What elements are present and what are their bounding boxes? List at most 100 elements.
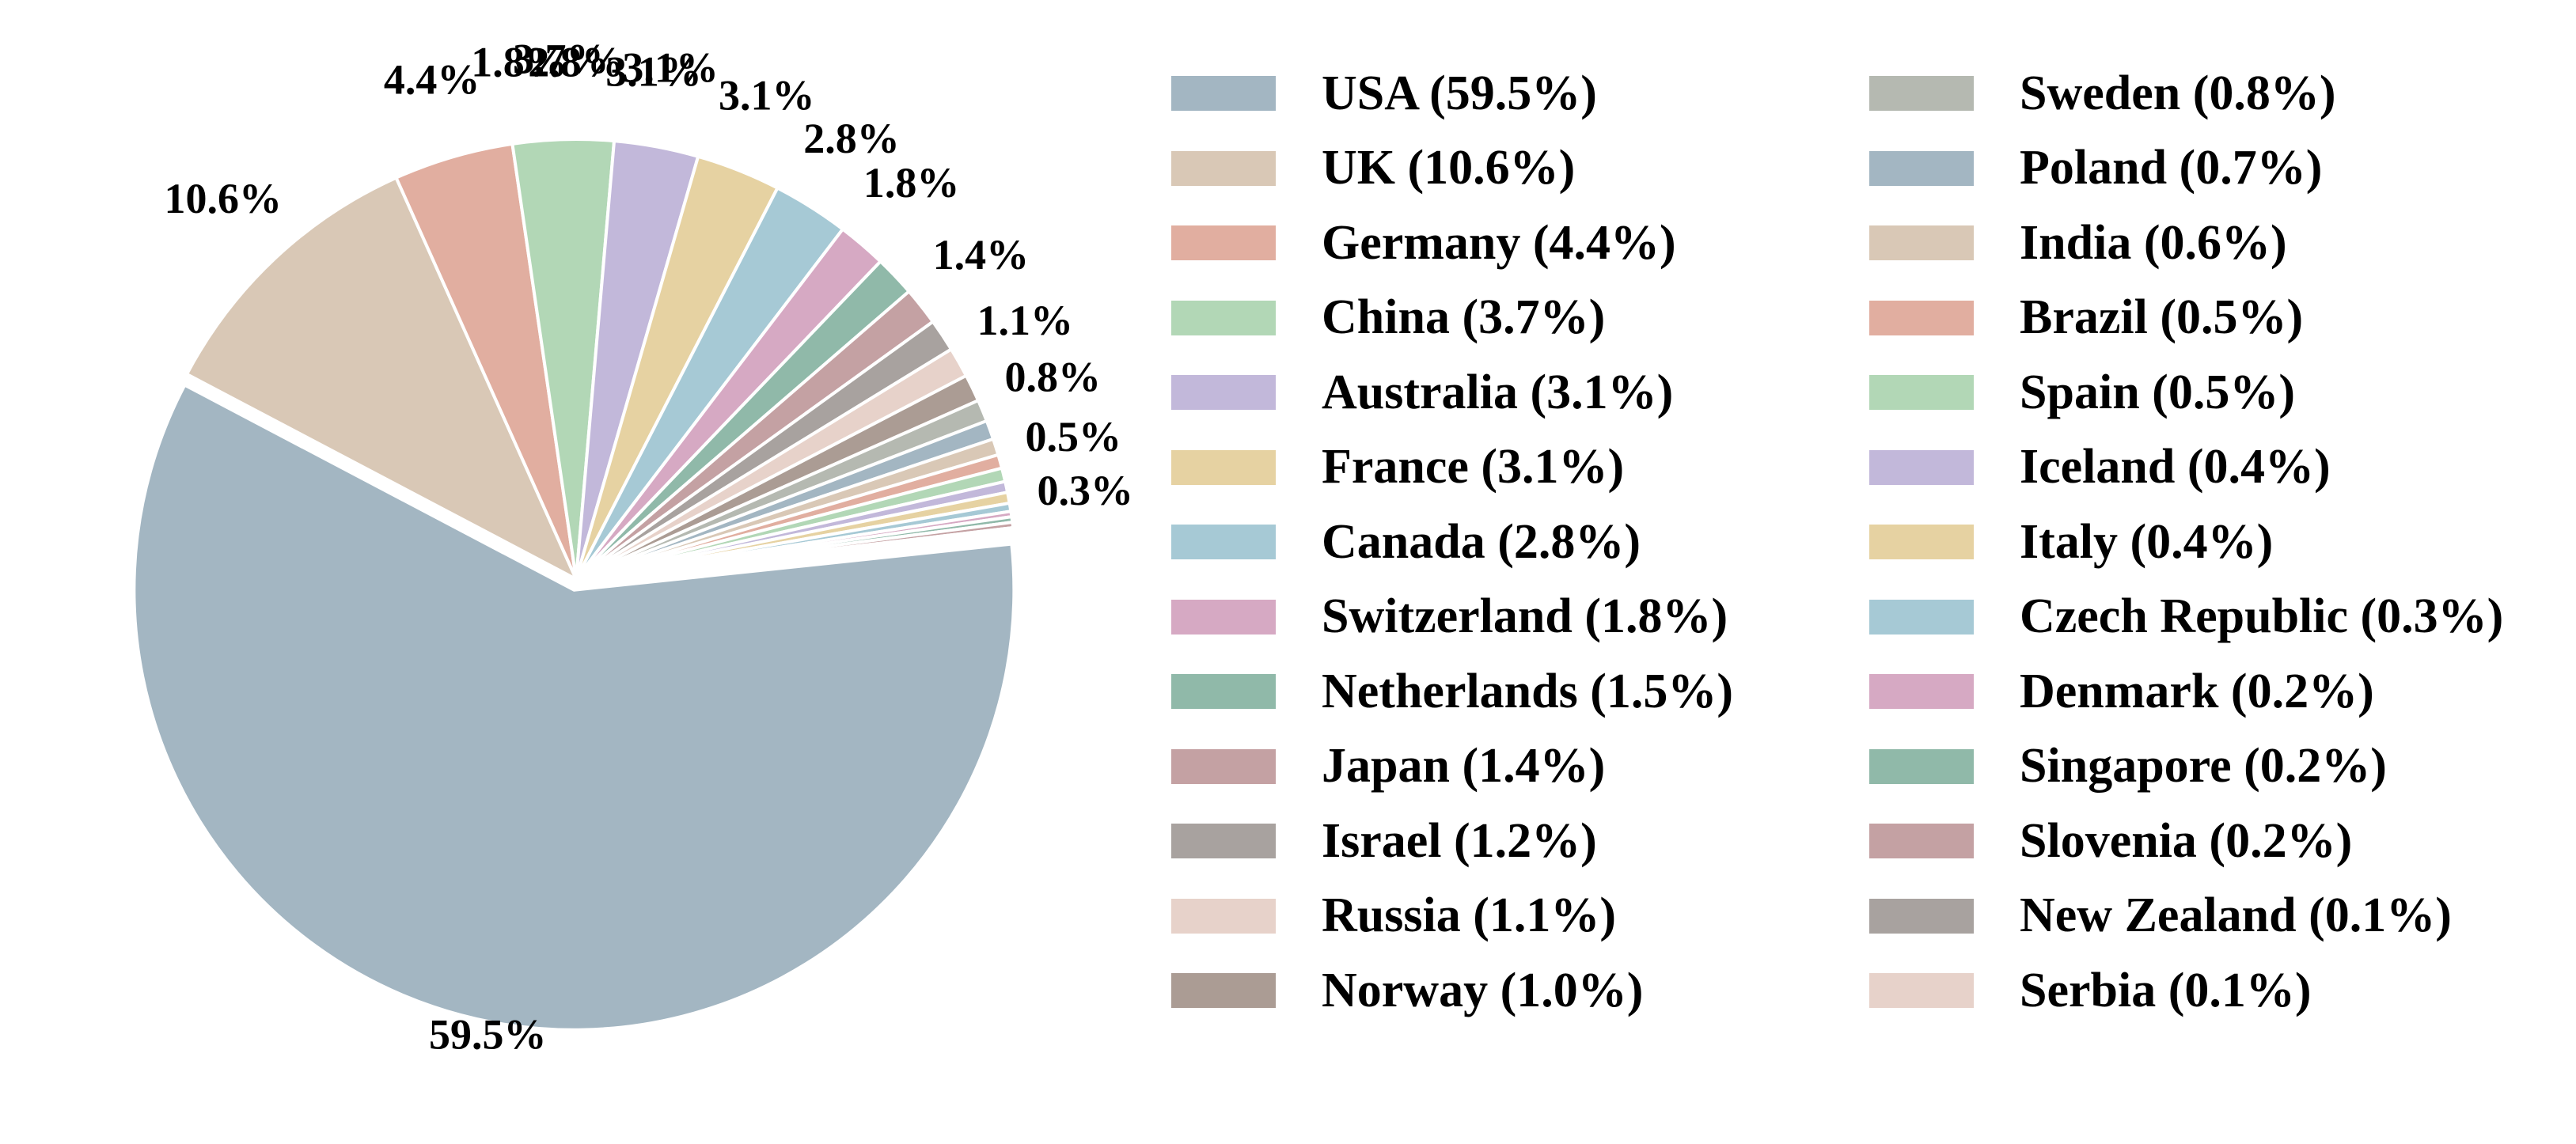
legend-item: China (3.7%) [1171, 286, 1605, 350]
pie-slices [132, 138, 1016, 1032]
legend-item: Japan (1.4%) [1171, 735, 1605, 798]
extra-pct-label: 3.1% [605, 47, 702, 95]
legend-item: India (0.6%) [1869, 211, 2287, 275]
legend-swatch [1171, 599, 1276, 635]
legend-swatch [1869, 748, 1974, 784]
legend-item: France (3.1%) [1171, 436, 1624, 499]
legend-item: Slovenia (0.2%) [1869, 809, 2352, 873]
legend-swatch [1869, 375, 1974, 410]
legend-item: Germany (4.4%) [1171, 211, 1676, 275]
legend-label: Switzerland (1.8%) [1322, 589, 1728, 643]
legend-label: Germany (4.4%) [1322, 215, 1676, 270]
legend-label: Slovenia (0.2%) [2020, 813, 2353, 868]
legend-swatch [1869, 449, 1974, 485]
pct-label-germany: 4.4% [384, 55, 480, 103]
pct-label-france: 3.1% [719, 71, 815, 119]
legend-label: Spain (0.5%) [2020, 365, 2295, 419]
legend-swatch [1869, 76, 1974, 111]
pct-label-czech-republic: 0.3% [1037, 467, 1133, 514]
legend-swatch [1869, 300, 1974, 335]
legend-label: Czech Republic (0.3%) [2020, 589, 2504, 643]
legend-label: Brazil (0.5%) [2020, 290, 2304, 344]
legend-swatch [1869, 150, 1974, 186]
legend-swatch [1171, 674, 1276, 709]
pie-slice-uk [184, 175, 580, 583]
legend-item: Israel (1.2%) [1171, 809, 1597, 873]
legend-item: Sweden (0.8%) [1869, 62, 2336, 125]
legend-swatch [1171, 449, 1276, 485]
pie-slice-serbia [575, 528, 1016, 581]
legend-swatch [1171, 973, 1276, 1008]
legend-swatch [1171, 748, 1276, 784]
legend-label: Norway (1.0%) [1322, 963, 1644, 1017]
legend-item: Italy (0.4%) [1869, 510, 2273, 574]
legend-label: USA (59.5%) [1322, 66, 1597, 120]
legend-item: Serbia (0.1%) [1869, 959, 2312, 1022]
legend-swatch [1869, 973, 1974, 1008]
legend-item: Czech Republic (0.3%) [1869, 585, 2503, 649]
legend-item: Iceland (0.4%) [1869, 436, 2331, 499]
pct-label-australia: 3.1% [622, 44, 719, 91]
legend-swatch [1869, 898, 1974, 934]
pie-labels: 59.5%10.6%4.4% 3.7% 3.1%3.1%2.8%1.8%1.4%1.… [165, 36, 1133, 1059]
legend-label: Sweden (0.8%) [2020, 66, 2336, 120]
legend-swatch [1171, 525, 1276, 559]
legend-item: Brazil (0.5%) [1869, 286, 2303, 350]
extra-pct-label: 1.8% [471, 38, 567, 85]
pct-label-japan: 1.4% [933, 231, 1030, 278]
legend-label: Australia (3.1%) [1322, 365, 1674, 419]
legend-swatch [1171, 375, 1276, 410]
pct-label-sweden: 0.8% [1005, 354, 1102, 401]
legend-label: Singapore (0.2%) [2020, 739, 2387, 793]
legend-label: Poland (0.7%) [2020, 141, 2323, 195]
legend-label: Netherlands (1.5%) [1322, 664, 1734, 718]
legend-label: France (3.1%) [1322, 440, 1625, 494]
legend-item: Canada (2.8%) [1171, 510, 1641, 574]
legend-item: Switzerland (1.8%) [1171, 585, 1728, 649]
legend-swatch [1869, 674, 1974, 709]
legend-item: Netherlands (1.5%) [1171, 660, 1733, 723]
legend-label: Iceland (0.4%) [2020, 440, 2331, 494]
pct-label-uk: 10.6% [165, 175, 283, 222]
pct-label-usa: 59.5% [429, 1011, 547, 1059]
legend-swatch [1171, 898, 1276, 934]
legend-item: Norway (1.0%) [1171, 959, 1643, 1022]
extra-pct-label: 2.8% [528, 38, 624, 85]
legend-swatch [1171, 824, 1276, 858]
pct-label-switzerland: 1.8% [863, 159, 960, 206]
pct-label-russia: 1.1% [977, 297, 1074, 344]
legend-swatch [1869, 225, 1974, 260]
legend-swatch [1171, 76, 1276, 111]
legend-swatch [1171, 300, 1276, 335]
legend-swatch [1171, 225, 1276, 260]
pie-slice-usa [132, 382, 1016, 1032]
legend-swatch [1869, 525, 1974, 559]
legend-label: UK (10.6%) [1322, 141, 1576, 195]
legend-label: Russia (1.1%) [1322, 888, 1617, 942]
legend-item: UK (10.6%) [1171, 137, 1575, 200]
legend-label: Japan (1.4%) [1322, 739, 1606, 793]
legend-swatch [1869, 824, 1974, 858]
legend-label: Canada (2.8%) [1322, 514, 1641, 569]
legend-item: Australia (3.1%) [1171, 361, 1673, 424]
pct-label-china: 3.7% [513, 36, 609, 83]
pct-label-canada: 2.8% [803, 115, 900, 162]
legend-label: New Zealand (0.1%) [2020, 888, 2452, 942]
legend-item: New Zealand (0.1%) [1869, 885, 2452, 948]
legend-item: USA (59.5%) [1171, 62, 1597, 125]
legend-label: Denmark (0.2%) [2020, 664, 2374, 718]
legend-label: Italy (0.4%) [2020, 514, 2274, 569]
legend-item: Russia (1.1%) [1171, 885, 1616, 948]
legend-item: Spain (0.5%) [1869, 361, 2295, 424]
legend-swatch [1869, 599, 1974, 635]
legend-item: Singapore (0.2%) [1869, 735, 2387, 798]
legend-item: Denmark (0.2%) [1869, 660, 2374, 723]
legend-swatch [1171, 150, 1276, 186]
legend-label: Serbia (0.1%) [2020, 963, 2312, 1017]
legend-label: Israel (1.2%) [1322, 813, 1597, 868]
pct-label-brazil: 0.5% [1025, 413, 1121, 460]
legend-item: Poland (0.7%) [1869, 137, 2322, 200]
legend-label: China (3.7%) [1322, 290, 1606, 344]
legend-label: India (0.6%) [2020, 215, 2287, 270]
